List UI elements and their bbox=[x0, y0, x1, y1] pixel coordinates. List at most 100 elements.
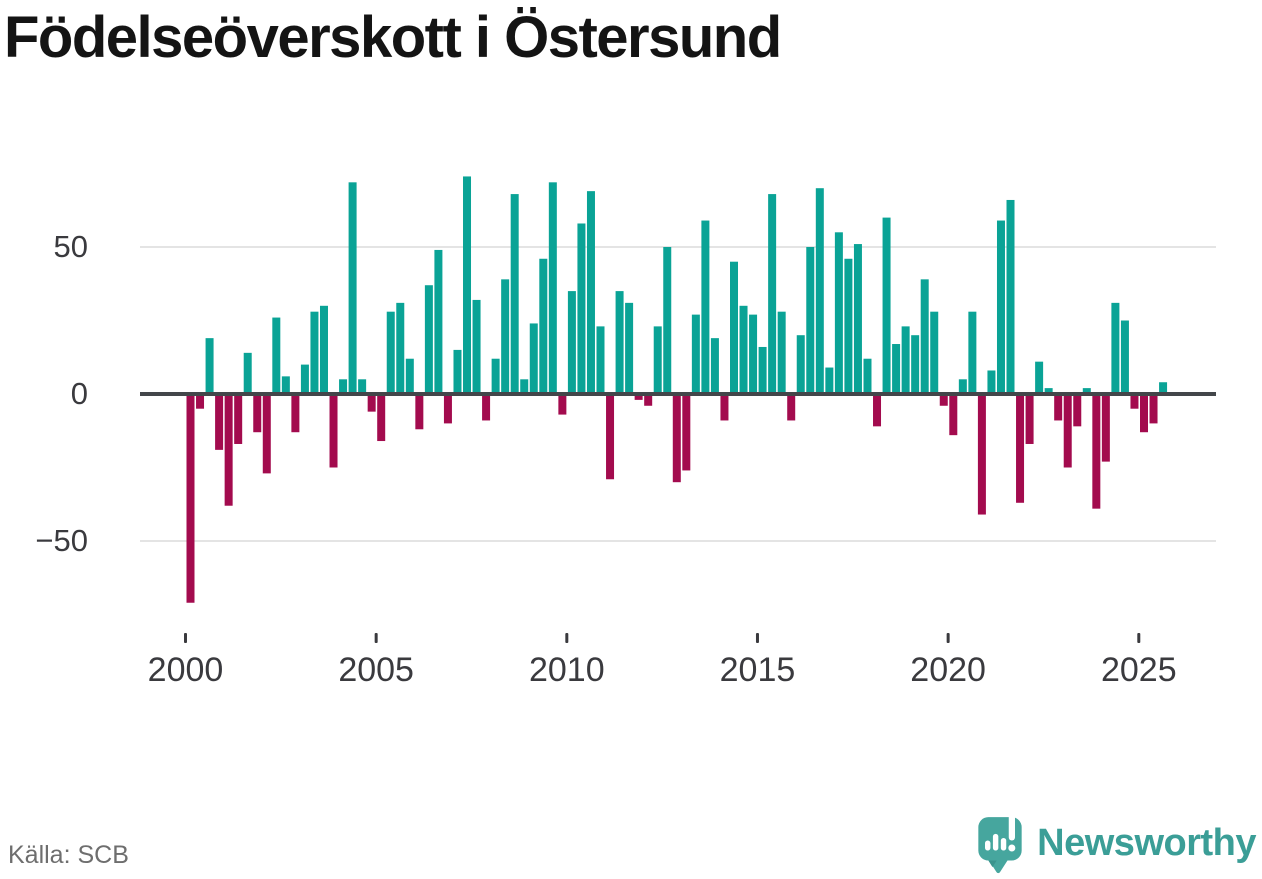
bar-2013Q3 bbox=[701, 220, 710, 394]
bar-2022Q4 bbox=[1054, 394, 1063, 421]
bar-2021Q4 bbox=[1016, 394, 1025, 503]
bar-2010Q1 bbox=[567, 291, 576, 394]
bar-2023Q2 bbox=[1073, 394, 1082, 427]
x-tick-mark-2015 bbox=[755, 633, 759, 643]
bar-2020Q2 bbox=[958, 379, 967, 394]
bar-2011Q4 bbox=[634, 394, 643, 400]
y-tick-label--50: −50 bbox=[35, 523, 88, 558]
bar-2004Q3 bbox=[358, 379, 367, 394]
x-tick-mark-2005 bbox=[374, 633, 378, 643]
bar-2016Q4 bbox=[825, 367, 834, 394]
bar-2015Q4 bbox=[787, 394, 796, 421]
bar-2009Q1 bbox=[529, 323, 538, 394]
bar-2019Q4 bbox=[939, 394, 948, 406]
bar-2017Q3 bbox=[853, 244, 862, 394]
bar-2021Q3 bbox=[1006, 199, 1015, 394]
bar-2020Q3 bbox=[968, 311, 977, 394]
brand-logo: Newsworthy bbox=[975, 812, 1256, 874]
bar-2005Q2 bbox=[386, 311, 395, 394]
bar-2011Q3 bbox=[625, 302, 634, 394]
bar-2002Q3 bbox=[281, 376, 290, 394]
x-tick-label-2020: 2020 bbox=[910, 651, 986, 689]
bar-2015Q2 bbox=[768, 194, 777, 394]
bar-2001Q3 bbox=[243, 352, 252, 394]
bar-2010Q2 bbox=[577, 223, 586, 394]
bar-2008Q2 bbox=[501, 279, 510, 394]
bar-2021Q1 bbox=[987, 370, 996, 394]
bar-2021Q2 bbox=[996, 220, 1005, 394]
bar-2006Q1 bbox=[415, 394, 424, 430]
bar-2016Q2 bbox=[806, 247, 815, 394]
bar-2008Q1 bbox=[491, 358, 500, 394]
x-tick-label-2010: 2010 bbox=[528, 651, 605, 689]
bar-2012Q2 bbox=[653, 326, 662, 394]
bar-2018Q4 bbox=[901, 326, 910, 394]
bar-2018Q3 bbox=[892, 344, 901, 394]
bar-2010Q4 bbox=[596, 326, 605, 394]
bar-2019Q1 bbox=[911, 335, 920, 394]
bar-2003Q1 bbox=[300, 364, 309, 394]
bar-2003Q3 bbox=[319, 305, 328, 394]
bar-2005Q3 bbox=[396, 302, 405, 394]
bar-2023Q3 bbox=[1082, 388, 1091, 394]
bar-2006Q3 bbox=[434, 249, 443, 394]
x-tick-mark-2010 bbox=[565, 633, 569, 643]
bar-2025Q3 bbox=[1159, 382, 1168, 394]
bar-2002Q4 bbox=[291, 394, 300, 433]
bar-2007Q3 bbox=[472, 299, 481, 394]
brand-name: Newsworthy bbox=[1037, 822, 1256, 864]
y-tick-label-50: 50 bbox=[53, 229, 88, 264]
bar-2006Q4 bbox=[443, 394, 452, 424]
x-tick-mark-2025 bbox=[1137, 633, 1141, 643]
bar-2012Q4 bbox=[672, 394, 681, 483]
chart-title: Födelseöverskott i Östersund bbox=[4, 5, 782, 70]
bar-2000Q1 bbox=[186, 394, 195, 603]
bar-2023Q1 bbox=[1063, 394, 1072, 468]
bar-2003Q4 bbox=[329, 394, 338, 468]
bar-2018Q1 bbox=[873, 394, 882, 427]
bar-2024Q1 bbox=[1101, 394, 1110, 462]
bar-2014Q3 bbox=[739, 305, 748, 394]
bar-2013Q1 bbox=[682, 394, 691, 471]
bar-2007Q1 bbox=[453, 349, 462, 394]
bar-2023Q4 bbox=[1092, 394, 1101, 509]
bar-2019Q2 bbox=[920, 279, 929, 394]
bar-2009Q3 bbox=[548, 182, 557, 394]
bar-2013Q2 bbox=[691, 314, 700, 394]
bar-2024Q2 bbox=[1111, 302, 1120, 394]
bar-2004Q4 bbox=[367, 394, 376, 412]
bar-2009Q4 bbox=[558, 394, 567, 415]
x-tick-label-2025: 2025 bbox=[1100, 651, 1177, 689]
bar-2003Q2 bbox=[310, 311, 319, 394]
bar-2004Q2 bbox=[348, 182, 357, 394]
bar-2017Q2 bbox=[844, 258, 853, 394]
bar-2007Q4 bbox=[482, 394, 491, 421]
bar-2022Q2 bbox=[1035, 361, 1044, 394]
newsworthy-speech-bubble-chart-icon bbox=[978, 813, 1022, 874]
bar-2014Q4 bbox=[749, 314, 758, 394]
x-tick-mark-2020 bbox=[946, 633, 950, 643]
x-tick-label-2005: 2005 bbox=[338, 651, 414, 689]
bar-2006Q2 bbox=[424, 285, 433, 394]
bar-2012Q1 bbox=[644, 394, 653, 406]
bar-2002Q1 bbox=[262, 394, 271, 474]
bar-2024Q4 bbox=[1130, 394, 1139, 409]
bar-2008Q3 bbox=[510, 194, 519, 394]
bar-2025Q1 bbox=[1140, 394, 1148, 433]
bar-2014Q2 bbox=[730, 261, 738, 394]
bar-2020Q1 bbox=[949, 394, 958, 436]
bar-2012Q3 bbox=[663, 247, 672, 394]
bar-2005Q4 bbox=[405, 358, 414, 394]
bar-2001Q2 bbox=[234, 394, 243, 444]
bar-2000Q4 bbox=[215, 394, 224, 450]
bar-2022Q3 bbox=[1044, 388, 1053, 394]
bar-2002Q2 bbox=[272, 317, 281, 394]
bar-2017Q1 bbox=[834, 232, 843, 394]
bar-2005Q1 bbox=[377, 394, 386, 442]
bar-2000Q2 bbox=[196, 394, 205, 409]
source-note: Källa: SCB bbox=[8, 841, 129, 869]
x-tick-mark-2000 bbox=[184, 633, 187, 643]
bar-2001Q4 bbox=[253, 394, 262, 433]
